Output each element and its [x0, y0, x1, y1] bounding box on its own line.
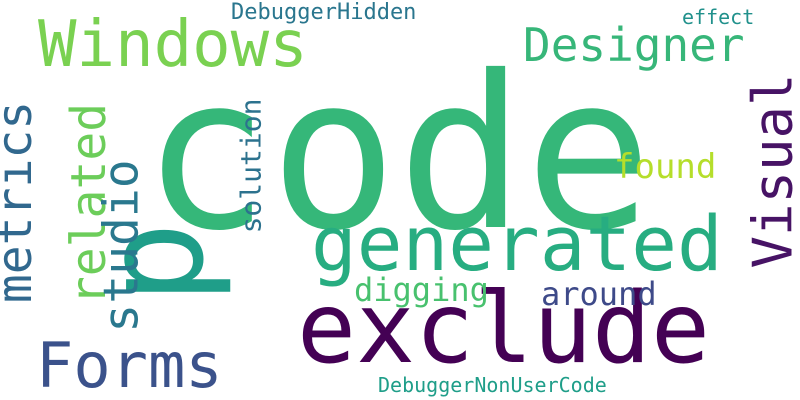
word-generated: generated: [311, 199, 723, 288]
word-visual: Visual: [741, 73, 800, 269]
word-studio: studio: [93, 159, 150, 333]
word-exclude: exclude: [297, 272, 711, 386]
word-designer: Designer: [523, 18, 745, 72]
word-found: found: [614, 147, 717, 187]
word-effect: effect: [682, 5, 755, 29]
word-around: around: [541, 275, 657, 313]
word-debuggernonusercode: DebuggerNonUserCode: [378, 373, 607, 397]
word-windows: Windows: [38, 8, 308, 82]
word-forms: Forms: [36, 329, 223, 400]
word-digging: digging: [354, 271, 489, 309]
word-code: code: [142, 30, 653, 277]
word-debuggerhidden: DebuggerHidden: [231, 0, 417, 25]
word-solution: solution: [234, 98, 268, 234]
word-metrics: metrics: [0, 100, 44, 304]
